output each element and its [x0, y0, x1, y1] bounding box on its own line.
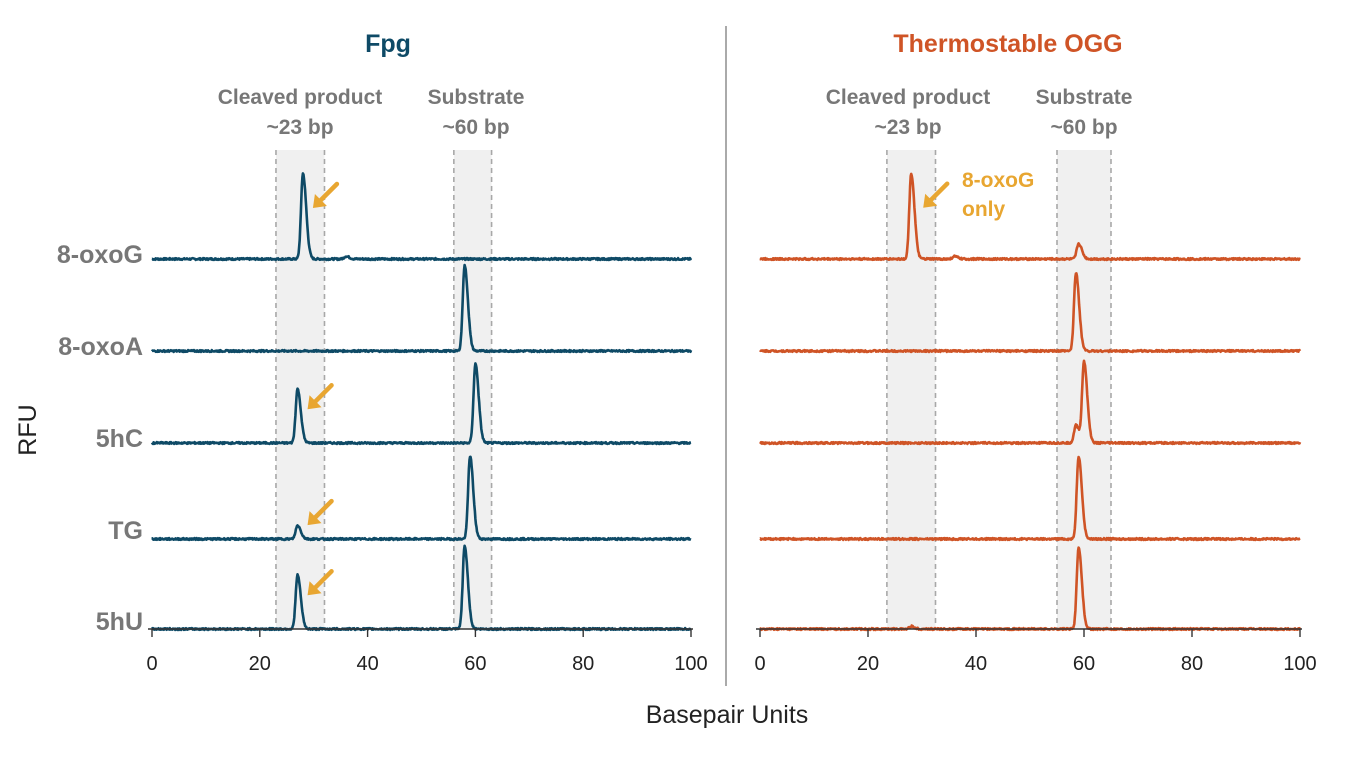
x-axis-title: Basepair Units	[646, 701, 809, 729]
arrow-fpg-5hC-head	[307, 395, 322, 410]
trace-fpg-5hU	[151, 544, 692, 632]
region-size-substrate-ogg: ~60 bp	[1050, 116, 1117, 139]
region-label-substrate-fpg: Substrate	[428, 86, 525, 109]
x-tick-label-ogg-80: 80	[1181, 653, 1203, 675]
region-size-cleaved-fpg: ~23 bp	[266, 116, 333, 139]
row-label-5hC: 5hC	[96, 425, 143, 453]
arrow-fpg-TG	[307, 498, 334, 526]
trace-fpg-5hC	[150, 362, 692, 446]
x-tick-label-ogg-20: 20	[857, 653, 879, 675]
arrow-ogg-annotation-shaft	[927, 181, 950, 203]
region-label-cleaved-fpg: Cleaved product	[218, 86, 383, 109]
arrow-fpg-8-oxoG-head	[312, 193, 327, 208]
x-tick-label-ogg-40: 40	[965, 653, 987, 675]
region-label-cleaved-ogg: Cleaved product	[826, 86, 991, 109]
x-tick-label-fpg-40: 40	[356, 653, 378, 675]
annotation-only: only	[962, 198, 1005, 221]
region-band-ogg-0	[886, 150, 936, 629]
arrow-fpg-TG-shaft	[312, 498, 334, 521]
region-label-substrate-ogg: Substrate	[1036, 86, 1133, 109]
plot-layer: 0 20 40 60 80 100 0 20 40 60 80 100	[146, 150, 1317, 675]
trace-ogg-8-oxoG	[759, 172, 1301, 262]
x-tick-label-ogg-0: 0	[754, 653, 765, 675]
trace-ogg-TG	[759, 455, 1301, 542]
panel-title-ogg: Thermostable OGG	[893, 30, 1122, 58]
arrow-fpg-5hC-shaft	[312, 383, 334, 405]
x-tick-label-ogg-100: 100	[1283, 653, 1316, 675]
arrow-fpg-5hU-head	[307, 581, 322, 596]
region-size-substrate-fpg: ~60 bp	[442, 116, 509, 139]
panel-title-fpg: Fpg	[365, 30, 411, 58]
trace-fpg-8-oxoG	[151, 172, 693, 262]
x-tick-label-fpg-100: 100	[674, 653, 707, 675]
trace-fpg-TG	[151, 455, 692, 542]
row-label-8-oxoA: 8-oxoA	[58, 333, 143, 361]
y-axis-title: RFU	[14, 404, 42, 455]
arrow-fpg-TG-head	[307, 511, 322, 526]
region-band-ogg-1	[1057, 150, 1111, 629]
arrow-fpg-5hC	[307, 383, 334, 410]
x-tick-label-fpg-60: 60	[464, 653, 486, 675]
x-tick-label-fpg-20: 20	[249, 653, 271, 675]
row-label-TG: TG	[108, 517, 143, 545]
trace-ogg-5hU	[759, 546, 1302, 632]
arrow-ogg-annotation-head	[923, 193, 938, 208]
annotation-8-oxog: 8-oxoG	[962, 169, 1034, 192]
region-size-cleaved-ogg: ~23 bp	[874, 116, 941, 139]
trace-ogg-5hC	[759, 359, 1302, 446]
trace-ogg-8-oxoA	[759, 272, 1302, 354]
row-label-8-oxoG: 8-oxoG	[57, 241, 143, 269]
arrow-fpg-5hU	[307, 569, 334, 596]
row-label-5hU: 5hU	[96, 608, 143, 636]
arrow-ogg-annotation	[923, 181, 950, 208]
x-tick-label-ogg-60: 60	[1073, 653, 1095, 675]
x-tick-label-fpg-80: 80	[572, 653, 594, 675]
arrow-fpg-5hU-shaft	[312, 569, 334, 591]
trace-fpg-8-oxoA	[150, 263, 693, 354]
x-tick-label-fpg-0: 0	[146, 653, 157, 675]
arrow-fpg-8-oxoG	[312, 181, 340, 208]
arrow-fpg-8-oxoG-shaft	[317, 181, 340, 204]
